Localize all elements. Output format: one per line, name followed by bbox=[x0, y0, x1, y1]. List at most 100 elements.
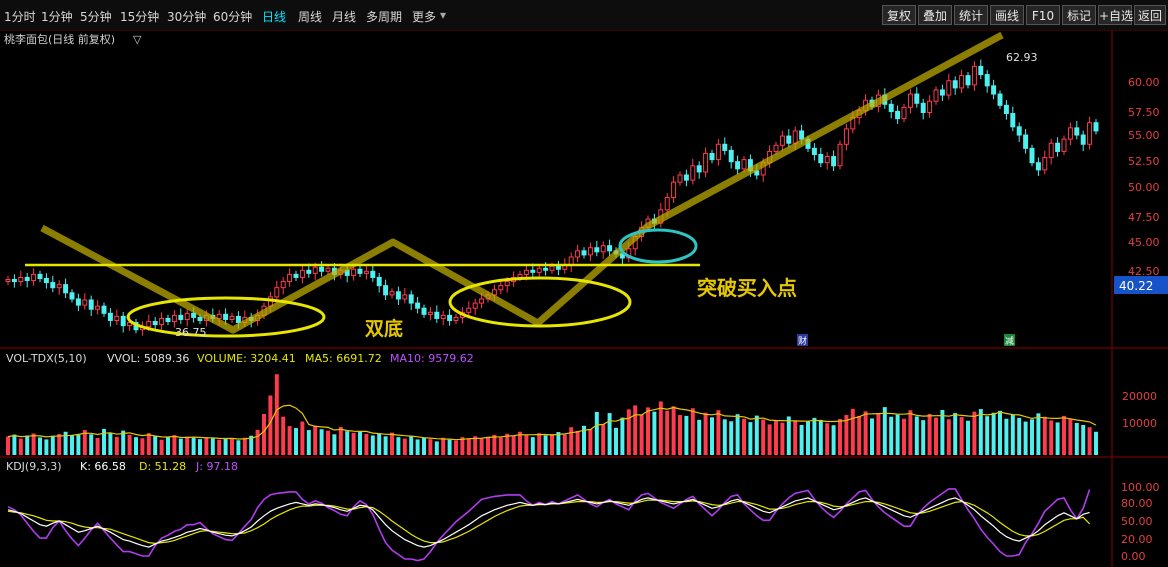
candle bbox=[914, 93, 920, 104]
volume-bar bbox=[934, 417, 938, 455]
volume-bar bbox=[690, 408, 695, 455]
period-tab-5min[interactable]: 5分钟 bbox=[80, 10, 112, 24]
price-tick: 57.50 bbox=[1128, 106, 1160, 119]
finance-event-label: 财 bbox=[798, 335, 807, 347]
candle bbox=[1080, 134, 1086, 145]
volume-bar bbox=[863, 411, 868, 455]
overlay-button[interactable]: 叠加 bbox=[918, 5, 952, 25]
reduction-event-mark[interactable] bbox=[1004, 334, 1015, 346]
candle bbox=[408, 294, 414, 304]
volume-bars bbox=[6, 374, 1098, 455]
volume-bar bbox=[185, 436, 190, 455]
candle bbox=[786, 135, 792, 144]
volume-bar bbox=[114, 436, 119, 455]
period-tab-weekly[interactable]: 周线 bbox=[298, 10, 323, 24]
candle bbox=[715, 143, 721, 161]
candle bbox=[779, 135, 785, 146]
volume-bar bbox=[978, 409, 983, 455]
candle bbox=[120, 315, 126, 327]
volume-bar bbox=[1017, 417, 1022, 455]
volume-bar bbox=[338, 426, 343, 455]
volume-bar bbox=[530, 437, 535, 455]
volume-bar bbox=[780, 422, 785, 455]
candle bbox=[978, 65, 984, 76]
reduction-event-label: 减 bbox=[1005, 335, 1014, 347]
volume-bar bbox=[620, 417, 625, 455]
volume-bar bbox=[178, 438, 183, 455]
candle bbox=[472, 302, 478, 309]
candle bbox=[607, 245, 613, 252]
kdj-d-line bbox=[7, 499, 1091, 545]
period-tab-monthly[interactable]: 月线 bbox=[332, 10, 357, 24]
candle bbox=[171, 314, 177, 323]
volume-bar bbox=[95, 438, 100, 455]
candle bbox=[299, 269, 305, 278]
mark-button[interactable]: 标记 bbox=[1062, 5, 1096, 25]
back-button[interactable]: 返回 bbox=[1134, 5, 1166, 25]
breakout-annotation: 突破买入点 bbox=[697, 276, 797, 300]
volume-bar bbox=[383, 436, 388, 455]
candle bbox=[498, 285, 504, 291]
chevron-down-icon[interactable]: ▾ bbox=[440, 8, 447, 22]
statistics-button[interactable]: 统计 bbox=[954, 5, 988, 25]
candle bbox=[927, 100, 933, 113]
candle bbox=[677, 174, 683, 183]
volume-bar bbox=[972, 411, 977, 455]
volume-bar bbox=[818, 419, 823, 455]
candle bbox=[223, 313, 229, 320]
draw-line-button[interactable]: 画线 bbox=[990, 5, 1024, 25]
period-tab-daily[interactable]: 日线 bbox=[262, 10, 287, 24]
f10-button[interactable]: F10 bbox=[1026, 5, 1060, 25]
volume-bar bbox=[767, 424, 772, 455]
low-price-label: 36.75 bbox=[175, 326, 207, 339]
stock-chart[interactable]: 桃李面包(日线 前复权) ▽ 60.00 57.50 55.00 52.50 5… bbox=[0, 30, 1168, 567]
volume-bar bbox=[89, 434, 94, 455]
candle bbox=[1061, 138, 1067, 152]
period-tab-1min[interactable]: 1分钟 bbox=[41, 10, 73, 24]
volume-bar bbox=[914, 416, 919, 455]
candle bbox=[18, 276, 24, 283]
kdj-k-readout: K: 66.58 bbox=[80, 460, 126, 473]
period-tab-60min[interactable]: 60分钟 bbox=[213, 10, 253, 24]
volume-bar bbox=[415, 439, 420, 455]
candle bbox=[421, 307, 427, 315]
volume-bar bbox=[774, 420, 778, 455]
period-tab-multi[interactable]: 多周期 bbox=[366, 10, 403, 24]
volume-bar bbox=[441, 437, 446, 455]
period-tab-more[interactable]: 更多 bbox=[412, 10, 437, 24]
candle bbox=[1029, 147, 1035, 164]
period-tab-30min[interactable]: 30分钟 bbox=[167, 10, 207, 24]
volume-bar bbox=[492, 434, 497, 455]
candle bbox=[370, 270, 376, 278]
volume-bar bbox=[793, 420, 798, 455]
volume-bar bbox=[882, 407, 887, 455]
candle bbox=[466, 307, 472, 313]
triangle-down-icon[interactable]: ▽ bbox=[133, 33, 142, 46]
add-watchlist-button[interactable]: +自选 bbox=[1098, 5, 1133, 25]
candle bbox=[555, 265, 561, 270]
candle bbox=[293, 273, 299, 278]
volume-bar bbox=[236, 440, 241, 455]
volume-bar bbox=[370, 435, 375, 455]
volume-bar bbox=[646, 407, 650, 455]
price-tick: 47.50 bbox=[1128, 211, 1160, 224]
candle bbox=[831, 156, 837, 167]
kdj-indicator-title[interactable]: KDJ(9,3,3) bbox=[6, 460, 62, 473]
candle bbox=[479, 298, 485, 304]
adjust-button[interactable]: 复权 bbox=[882, 5, 916, 25]
volume-bar bbox=[1036, 413, 1041, 455]
price-tick: 60.00 bbox=[1128, 76, 1160, 89]
volume-indicator-title[interactable]: VOL-TDX(5,10) bbox=[6, 352, 87, 365]
kdj-j-readout: J: 97.18 bbox=[195, 460, 238, 473]
volume-bar bbox=[262, 413, 266, 455]
volume-bar bbox=[511, 435, 516, 455]
candle bbox=[907, 93, 913, 108]
finance-event-mark[interactable] bbox=[797, 334, 808, 346]
volume-bar bbox=[1055, 422, 1060, 455]
period-tab-1min-timeshare[interactable]: 1分时 bbox=[4, 10, 36, 24]
volume-bar bbox=[562, 434, 567, 455]
volume-bar bbox=[466, 438, 471, 455]
volume-bar bbox=[326, 430, 330, 455]
candle bbox=[447, 314, 453, 321]
period-tab-15min[interactable]: 15分钟 bbox=[120, 10, 160, 24]
